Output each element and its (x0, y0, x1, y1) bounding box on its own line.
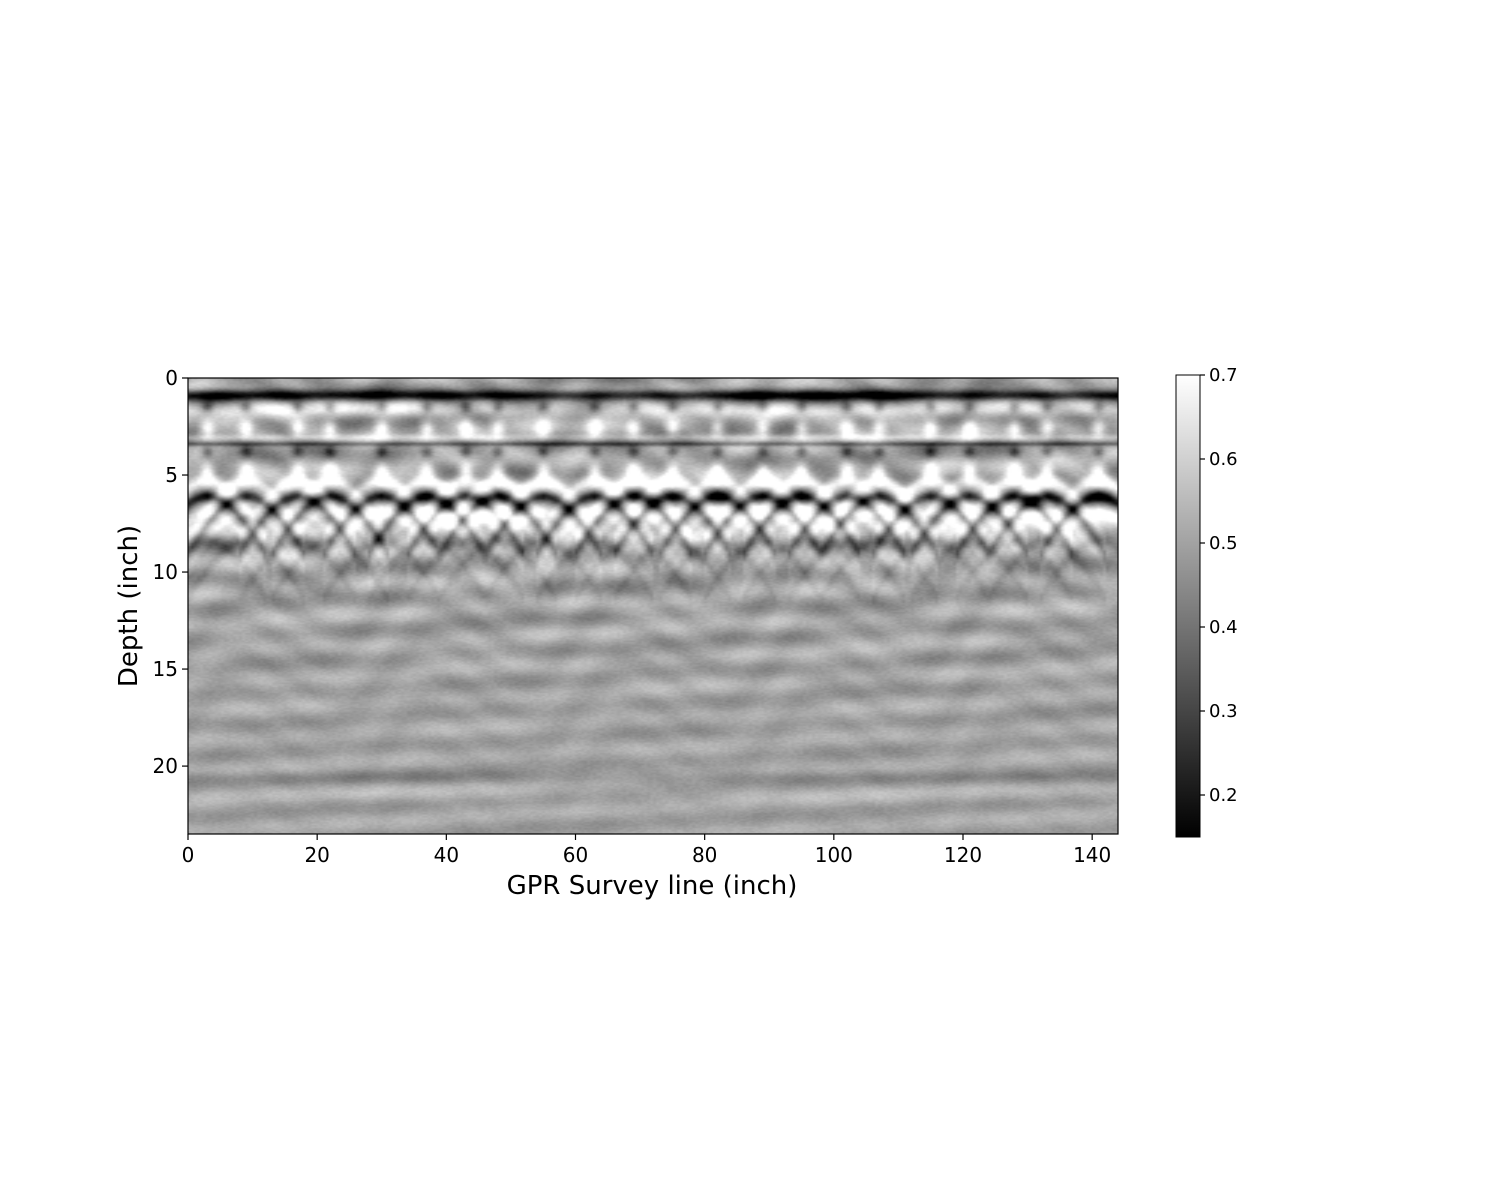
colorbar-tick-label: 0.7 (1209, 365, 1238, 386)
y-tick-label: 20 (153, 754, 178, 778)
y-axis-label: Depth (inch) (114, 525, 144, 687)
x-tick-label: 0 (182, 843, 195, 867)
y-axis: 0 5 10 15 20 (153, 366, 188, 778)
colorbar-tick-label: 0.4 (1209, 617, 1238, 638)
colorbar-tick-label: 0.6 (1209, 449, 1238, 470)
colorbar-gradient (1175, 374, 1201, 838)
colorbar-tick-label: 0.2 (1209, 785, 1238, 806)
y-tick-label: 10 (153, 560, 178, 584)
x-axis-label: GPR Survey line (inch) (507, 871, 798, 901)
radargram-image (188, 378, 1118, 834)
y-tick-label: 15 (153, 657, 178, 681)
plot-frame (187, 377, 1119, 835)
y-tick-label: 5 (165, 463, 178, 487)
colorbar-tick-label: 0.3 (1209, 701, 1238, 722)
x-tick-label: 120 (944, 843, 982, 867)
colorbar-tick-label: 0.5 (1209, 533, 1238, 554)
x-tick-label: 60 (563, 843, 588, 867)
x-axis: 0 20 40 60 80 100 120 140 (182, 834, 1111, 867)
colorbar: 0.2 0.3 0.4 0.5 0.6 0.7 (1175, 365, 1238, 838)
y-tick-label: 0 (165, 366, 178, 390)
x-tick-label: 80 (692, 843, 717, 867)
x-tick-label: 100 (815, 843, 853, 867)
plot-area (187, 377, 1119, 835)
x-tick-label: 40 (434, 843, 459, 867)
x-tick-label: 20 (304, 843, 329, 867)
x-tick-label: 140 (1073, 843, 1111, 867)
